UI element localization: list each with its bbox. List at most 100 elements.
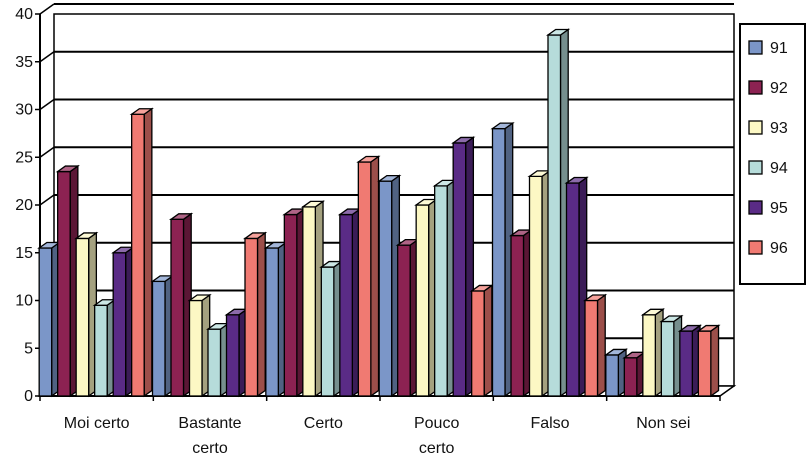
bar-front <box>225 314 240 397</box>
category-label: Moi certo <box>64 415 130 432</box>
bar-front <box>584 299 599 397</box>
bar-front <box>339 213 353 397</box>
bar-side <box>370 155 380 398</box>
bar <box>451 136 476 398</box>
bar-front <box>623 357 638 397</box>
bar-top <box>677 324 703 332</box>
bar <box>224 308 249 398</box>
bar-top <box>696 324 721 332</box>
bar <box>337 207 363 398</box>
legend-label: 95 <box>770 200 788 217</box>
bar <box>659 314 684 398</box>
bar <box>432 179 457 398</box>
bar-front <box>471 290 485 397</box>
category-label-line: certo <box>419 440 455 457</box>
bar-front <box>510 234 525 397</box>
bar-front <box>565 182 580 397</box>
legend-label: 91 <box>770 40 788 57</box>
gridline-diagonal <box>39 146 55 158</box>
bar-front <box>547 34 562 397</box>
bar <box>356 155 381 398</box>
bar <box>622 351 647 398</box>
bar <box>696 324 721 398</box>
category-label: Certo <box>304 415 343 432</box>
bar <box>395 238 420 398</box>
bar <box>129 107 154 398</box>
bar <box>564 176 589 398</box>
bar <box>377 174 402 398</box>
bar <box>582 293 608 398</box>
bar <box>187 293 212 398</box>
bar-front <box>207 328 222 397</box>
bars <box>37 28 721 398</box>
bar <box>640 308 666 398</box>
category-labels: Moi certo Bastante certo Certo Pouco certo Fal… <box>64 415 691 457</box>
bar <box>490 121 515 398</box>
bar <box>74 231 99 398</box>
bar <box>111 245 136 398</box>
bar-front <box>57 170 71 397</box>
bar <box>527 169 552 398</box>
bar-front <box>357 161 372 397</box>
y-tick-label: 5 <box>24 340 33 357</box>
legend-label: 94 <box>770 160 788 177</box>
bar-front <box>452 142 467 397</box>
legend-label: 96 <box>770 240 788 257</box>
legend-swatch <box>748 40 763 55</box>
y-tick-label: 35 <box>15 54 33 71</box>
category-label-line: Certo <box>304 415 343 432</box>
bar-front <box>528 175 543 397</box>
category-label: Pouco certo <box>414 415 459 457</box>
legend-swatch <box>748 160 763 175</box>
bar <box>469 284 494 398</box>
bar-front <box>75 237 90 397</box>
legend-swatch <box>748 80 763 95</box>
bar-top <box>545 28 571 36</box>
bar-front <box>188 299 203 397</box>
category-label-line: Moi certo <box>64 415 130 432</box>
bar-top <box>640 308 666 316</box>
bar-side <box>710 324 720 398</box>
bar <box>677 324 703 398</box>
bar-front <box>415 204 430 397</box>
bar <box>319 260 344 398</box>
bar-top <box>490 122 515 130</box>
bar-top <box>603 348 629 356</box>
bar-front <box>151 280 166 397</box>
category-label: Falso <box>530 415 569 432</box>
bar <box>300 200 326 398</box>
y-tick-label: 10 <box>15 293 33 310</box>
category-label-line: Bastante <box>178 415 241 432</box>
bar-top <box>242 232 268 240</box>
bar-front <box>642 314 656 397</box>
y-tick-label: 40 <box>15 6 33 23</box>
bar-top <box>168 213 194 220</box>
bar <box>414 198 439 398</box>
bar-top <box>300 200 326 208</box>
bar <box>92 298 117 398</box>
category-label-line: Falso <box>530 415 569 432</box>
category-label: Bastante certo <box>178 415 241 457</box>
bar-front <box>378 180 393 397</box>
bar <box>545 28 571 398</box>
bar-front <box>131 113 145 397</box>
bar-front <box>302 206 316 397</box>
bar-top <box>187 294 212 302</box>
bar <box>603 348 629 398</box>
category-label-line: certo <box>192 440 228 457</box>
legend: 91 92 93 94 95 96 <box>739 23 806 285</box>
gridline-diagonal <box>39 98 55 111</box>
bar <box>242 231 268 398</box>
bar-front <box>94 304 108 397</box>
bar-front <box>283 213 298 397</box>
bar <box>282 207 307 398</box>
bar-front <box>491 127 506 397</box>
bar-top <box>451 136 476 144</box>
legend-label: 93 <box>770 120 788 137</box>
bar <box>168 212 194 398</box>
bar <box>263 241 289 398</box>
bar <box>150 274 175 398</box>
bar-side <box>143 107 153 398</box>
bar-front <box>112 252 127 397</box>
